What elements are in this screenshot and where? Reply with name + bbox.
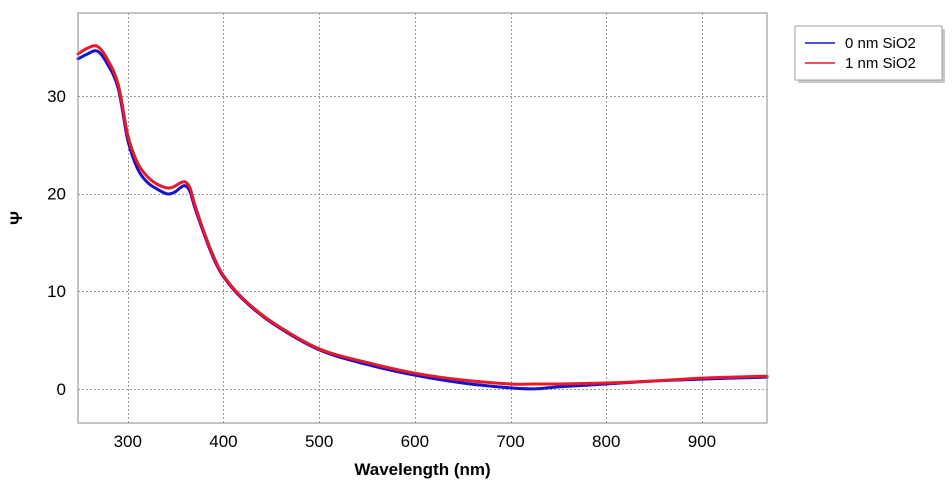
series-group: [76, 44, 769, 391]
plot-frame: [77, 12, 768, 424]
x-tick-label: 700: [496, 432, 524, 451]
y-axis-title: Ψ: [7, 211, 26, 225]
tick-labels: 300 400 500 600 700 800 900 0 10 20 30: [47, 87, 716, 451]
y-tick-label: 20: [47, 185, 66, 204]
x-tick-label: 400: [209, 432, 237, 451]
series-line-1: [76, 44, 769, 386]
legend-label: 0 nm SiO2: [845, 35, 916, 52]
x-tick-label: 600: [401, 432, 429, 451]
series-line-0: [76, 49, 769, 391]
y-tick-label: 0: [57, 380, 66, 399]
legend-box: [794, 25, 943, 81]
x-tick-label: 500: [305, 432, 333, 451]
x-axis-title: Wavelength (nm): [354, 460, 490, 479]
grid: [78, 13, 767, 423]
y-tick-label: 30: [47, 87, 66, 106]
y-tick-label: 10: [47, 282, 66, 301]
legend: 0 nm SiO2 1 nm SiO2: [794, 25, 945, 83]
x-tick-label: 300: [114, 432, 142, 451]
x-tick-label: 900: [688, 432, 716, 451]
legend-label: 1 nm SiO2: [845, 55, 916, 72]
x-tick-label: 800: [592, 432, 620, 451]
